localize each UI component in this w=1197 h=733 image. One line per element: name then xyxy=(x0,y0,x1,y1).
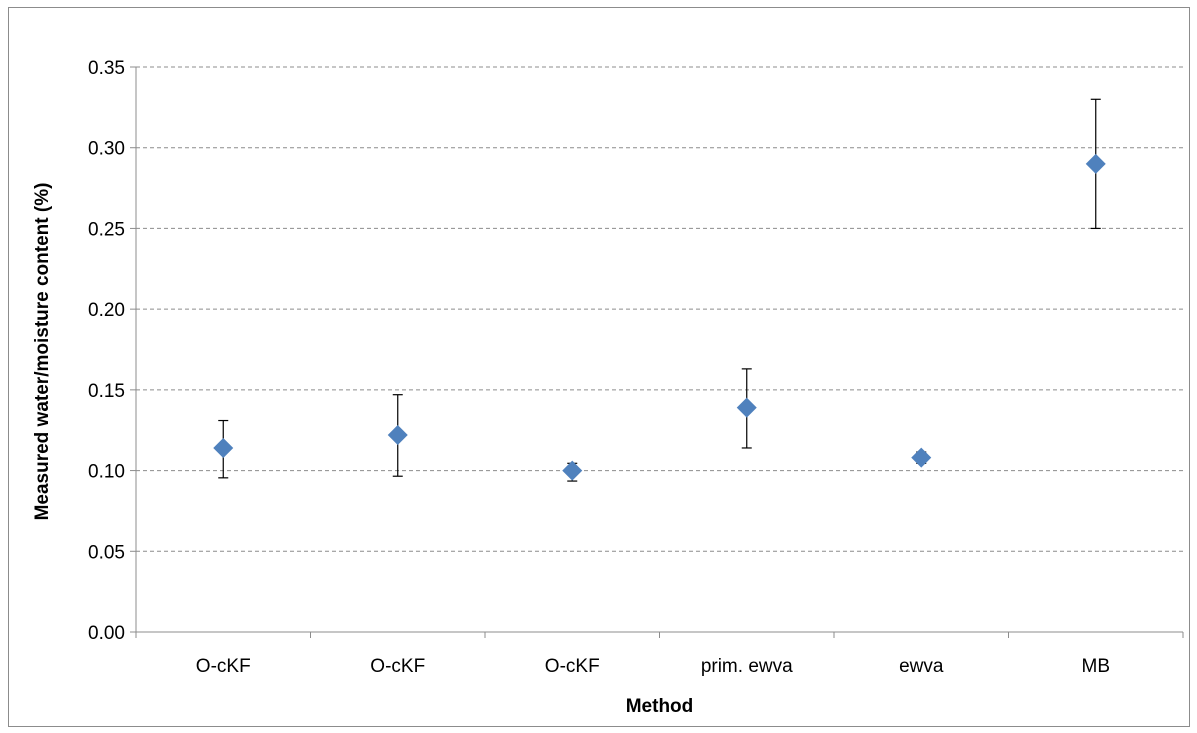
chart-frame: 0.00 0.05 0.10 0.15 0.20 0.25 0.30 0.35 O-cKF O-… xyxy=(8,7,1190,727)
y-tick-label: 0.10 xyxy=(88,462,125,483)
y-tick-label: 0.35 xyxy=(88,58,125,79)
axes xyxy=(130,66,1184,638)
y-tick-labels: 0.00 0.05 0.10 0.15 0.20 0.25 0.30 0.35 xyxy=(88,58,125,644)
y-tick-label: 0.30 xyxy=(88,139,125,160)
x-tick-label: MB xyxy=(1082,656,1111,677)
error-bars xyxy=(218,98,1101,482)
x-tick-label: O-cKF xyxy=(370,656,425,677)
data-point-diamond xyxy=(562,460,583,481)
y-tick-label: 0.20 xyxy=(88,300,125,321)
x-tick-label: ewva xyxy=(899,656,944,677)
data-point-diamond xyxy=(213,437,234,458)
y-tick-label: 0.25 xyxy=(88,219,125,240)
y-axis-title: Measured water/moisture content (%) xyxy=(32,183,53,521)
data-point-diamond xyxy=(736,397,757,418)
data-point-diamond xyxy=(387,425,408,446)
x-tick-label: O-cKF xyxy=(196,656,251,677)
data-points xyxy=(213,153,1106,481)
data-point-diamond xyxy=(1085,153,1106,174)
y-tick-label: 0.15 xyxy=(88,381,125,402)
gridlines xyxy=(136,66,1183,552)
x-axis-title: Method xyxy=(626,696,694,717)
x-tick-label: O-cKF xyxy=(545,656,600,677)
scatter-chart: 0.000.050.100.150.200.250.300.35 O-cKF O-… xyxy=(32,58,1184,717)
x-tick-label: prim. ewva xyxy=(701,656,793,677)
data-point-diamond xyxy=(911,447,932,468)
y-tick-label: 0.00 xyxy=(88,623,125,644)
y-tick-label: 0.05 xyxy=(88,542,125,563)
x-tick-labels: O-cKF O-cKF O-cKF prim. ewva ewva MB xyxy=(196,656,1110,677)
